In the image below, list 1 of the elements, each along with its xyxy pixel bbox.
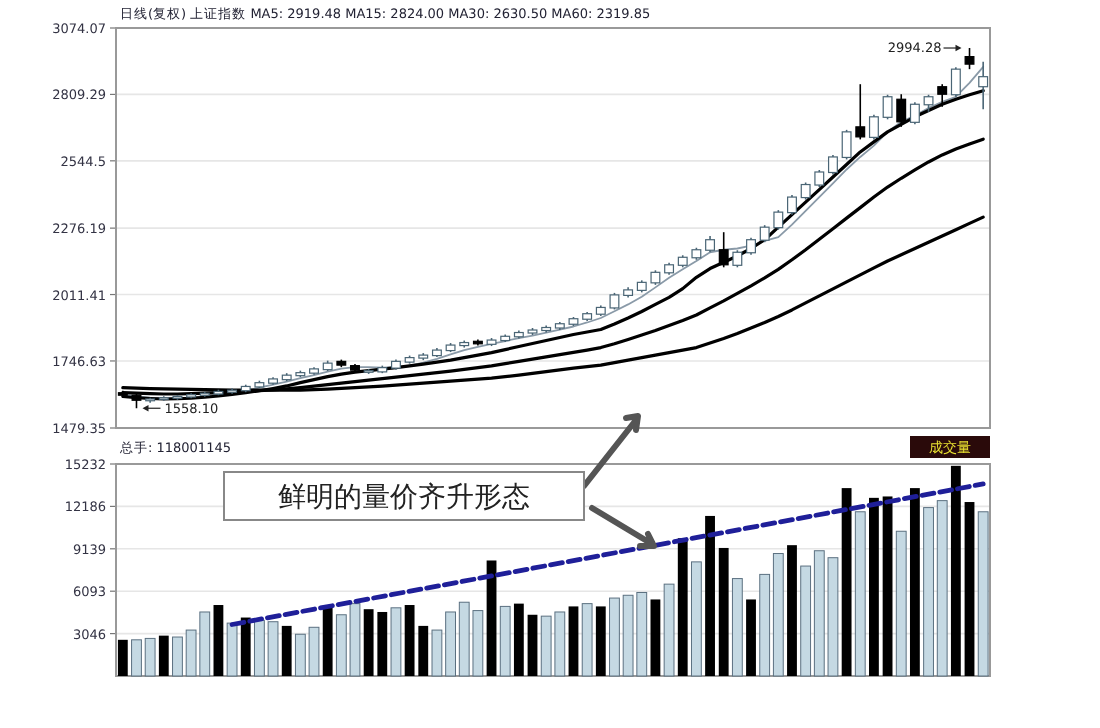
annotation: 鲜明的量价齐升形态 [278, 482, 530, 514]
